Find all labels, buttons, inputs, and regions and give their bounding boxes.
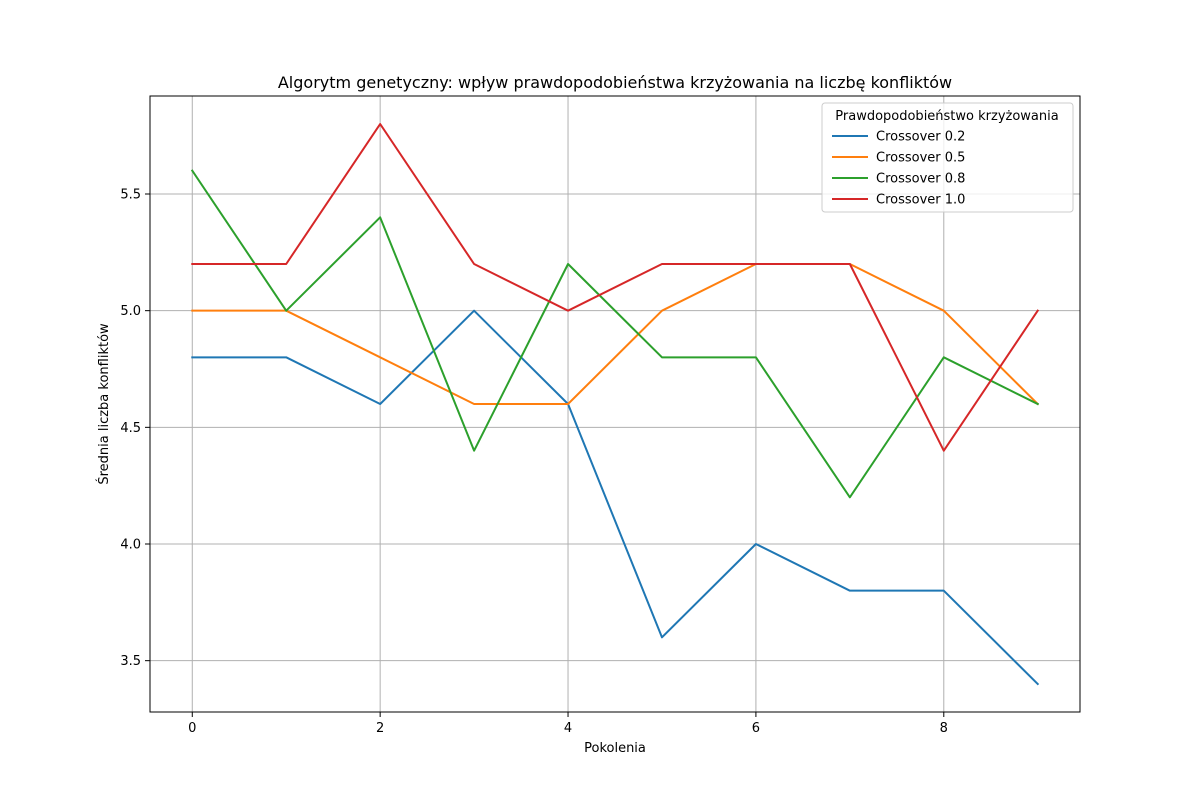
legend: Prawdopodobieństwo krzyżowania Crossover… xyxy=(821,102,1074,213)
series-line-crossover-0-8 xyxy=(190,169,1040,499)
legend-item: Crossover 0.2 xyxy=(832,130,965,145)
legend-label: Crossover 0.2 xyxy=(876,130,965,145)
legend-items: Crossover 0.2 Crossover 0.5 Crossover 0.8 C… xyxy=(832,130,965,208)
legend-item: Crossover 0.5 xyxy=(832,151,965,166)
series-line-crossover-0-5 xyxy=(191,263,1040,406)
chart-title: Algorytm genetyczny: wpływ prawdopodobie… xyxy=(278,73,952,92)
legend-label: Crossover 1.0 xyxy=(876,193,965,208)
x-tick-label: 6 xyxy=(752,721,760,736)
legend-title: Prawdopodobieństwo krzyżowania xyxy=(835,109,1058,124)
x-axis-ticks: 0 2 4 6 8 xyxy=(188,712,948,736)
y-tick-label: 5.0 xyxy=(120,304,141,319)
plot-frame xyxy=(149,95,1081,713)
legend-item: Crossover 1.0 xyxy=(832,193,965,208)
y-axis-label: Średnia liczba konfliktów xyxy=(96,323,112,485)
legend-label: Crossover 0.5 xyxy=(876,151,965,166)
x-tick-label: 2 xyxy=(376,721,384,736)
y-axis-ticks: 3.5 4.0 4.5 5.0 5.5 xyxy=(120,188,150,669)
y-tick-label: 3.5 xyxy=(120,654,141,669)
series-lines xyxy=(190,123,1040,686)
x-tick-label: 8 xyxy=(940,721,948,736)
x-tick-label: 4 xyxy=(564,721,572,736)
y-tick-label: 4.5 xyxy=(120,421,141,436)
y-tick-label: 4.0 xyxy=(120,538,141,553)
series-line-crossover-1-0 xyxy=(191,123,1040,452)
legend-label: Crossover 0.8 xyxy=(876,172,965,187)
legend-box xyxy=(821,102,1074,213)
legend-item: Crossover 0.8 xyxy=(832,172,965,187)
series-line-crossover-0-2 xyxy=(191,309,1040,686)
x-tick-label: 0 xyxy=(188,721,196,736)
y-tick-label: 5.5 xyxy=(120,188,141,203)
x-axis-label: Pokolenia xyxy=(584,741,646,756)
